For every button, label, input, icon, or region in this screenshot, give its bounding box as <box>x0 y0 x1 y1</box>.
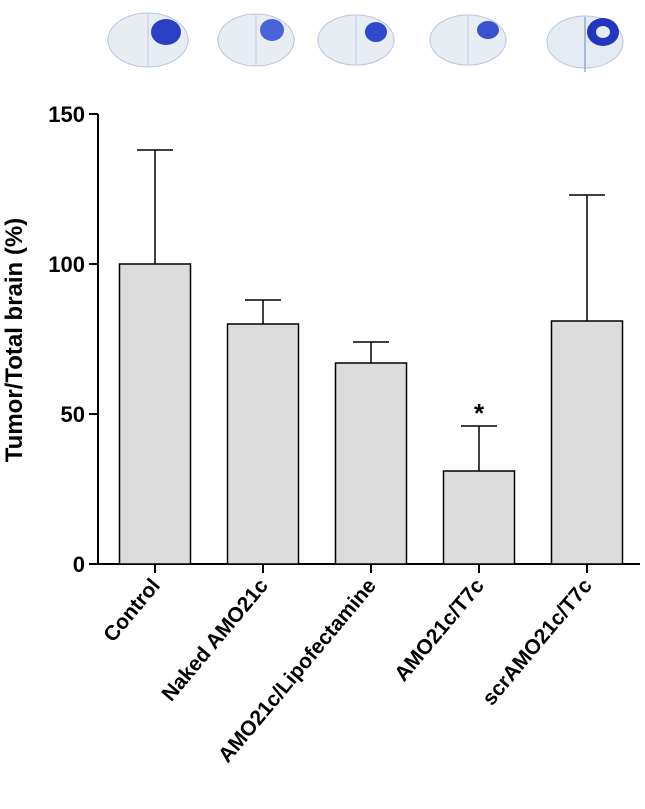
x-tick-label: Control <box>99 574 165 646</box>
brain-slice <box>217 13 295 67</box>
y-tick-label: 150 <box>48 102 85 127</box>
x-tick-label: Naked AMO21c <box>157 574 273 706</box>
bar <box>226 323 300 565</box>
bar <box>334 362 408 565</box>
bar <box>442 470 516 565</box>
y-axis-title: Tumor/Total brain (%) <box>1 218 28 462</box>
brain-images <box>107 12 624 72</box>
bar <box>550 320 624 565</box>
x-tick-label: AMO21c/T7c <box>390 574 489 686</box>
y-tick-label: 50 <box>61 402 85 427</box>
brain-slice <box>429 14 507 66</box>
x-tick-label: scrAMO21c/T7c <box>478 574 597 710</box>
brain-slice <box>107 12 189 68</box>
brain-slice <box>317 14 395 66</box>
brain-slice <box>546 15 624 72</box>
y-tick-label: 100 <box>48 252 85 277</box>
y-tick-label: 0 <box>73 552 85 577</box>
significance-marker: * <box>474 398 485 428</box>
bar <box>118 263 192 565</box>
